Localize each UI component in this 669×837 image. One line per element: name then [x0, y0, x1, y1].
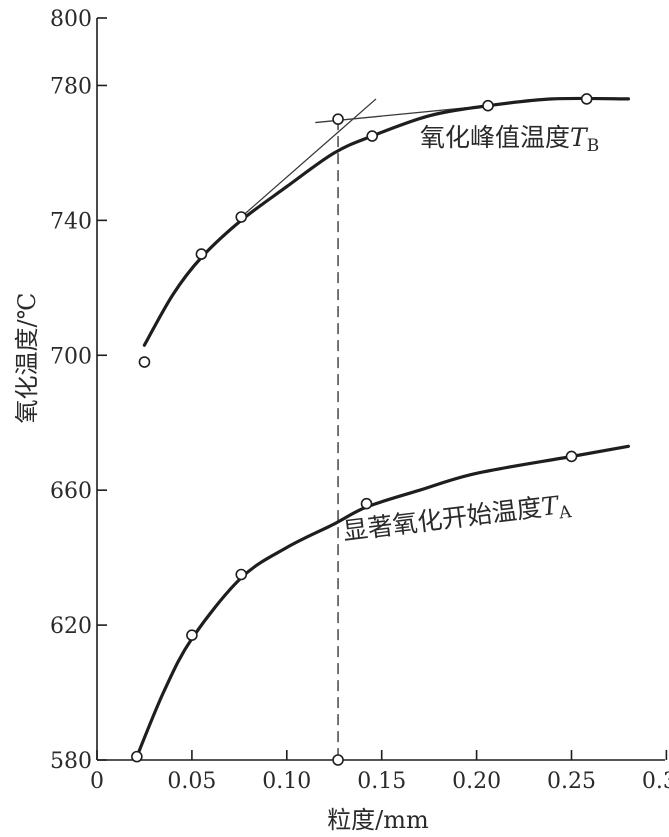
series-label-name: 氧化峰值温度 — [420, 123, 570, 152]
y-tick-label: 740 — [50, 209, 92, 234]
series-label-ta: 显著氧化开始温度TA — [341, 489, 573, 550]
y-tick-label: 800 — [50, 7, 92, 32]
series-line-ta — [135, 444, 630, 759]
x-tick-label: 0.05 — [167, 769, 216, 794]
y-axis-title: 氧化温度/℃ — [13, 293, 41, 424]
y-tick-labels: 580 620 660 700 740 780 800 — [50, 7, 92, 774]
axes — [96, 17, 668, 761]
y-tick-label: 780 — [50, 74, 92, 99]
series-label-tb: 氧化峰值温度TB — [420, 123, 599, 156]
y-tick-label: 580 — [50, 749, 92, 774]
x-tick-label: 0.25 — [547, 769, 596, 794]
data-point-tb — [366, 130, 379, 142]
data-point-tb — [482, 99, 494, 112]
data-point-ta — [565, 450, 578, 463]
data-point-tb — [580, 93, 593, 105]
x-tick-labels: 0 0.05 0.10 0.15 0.20 0.25 0.30 — [90, 769, 669, 794]
y-tick-label: 620 — [50, 614, 92, 639]
y-tick-label: 700 — [50, 344, 92, 369]
series-label-symbol: T — [570, 123, 589, 152]
series-label-symbol: T — [540, 490, 562, 521]
series-line-tb — [142, 96, 630, 347]
data-point-tb — [138, 356, 151, 368]
x-tick-label: 0.20 — [452, 769, 501, 794]
data-point-ta — [360, 497, 373, 510]
data-point-ta — [235, 568, 248, 581]
guide-point — [332, 754, 344, 766]
data-point-ta — [131, 750, 143, 763]
helper-lines — [240, 98, 489, 760]
x-axis-title: 粒度/mm — [327, 806, 429, 834]
series-label-subscript: B — [587, 136, 600, 156]
x-tick-label: 0 — [90, 769, 104, 794]
tangent-line — [240, 98, 377, 218]
guide-point — [332, 113, 344, 125]
series — [131, 93, 630, 766]
data-point-ta — [186, 629, 198, 642]
x-tick-label: 0.30 — [642, 769, 669, 794]
x-tick-label: 0.15 — [357, 769, 406, 794]
y-tick-label: 660 — [50, 479, 92, 504]
series-label-subscript: A — [557, 502, 573, 524]
data-point-tb — [235, 211, 248, 223]
data-point-tb — [195, 248, 208, 260]
x-tick-label: 0.10 — [262, 769, 311, 794]
